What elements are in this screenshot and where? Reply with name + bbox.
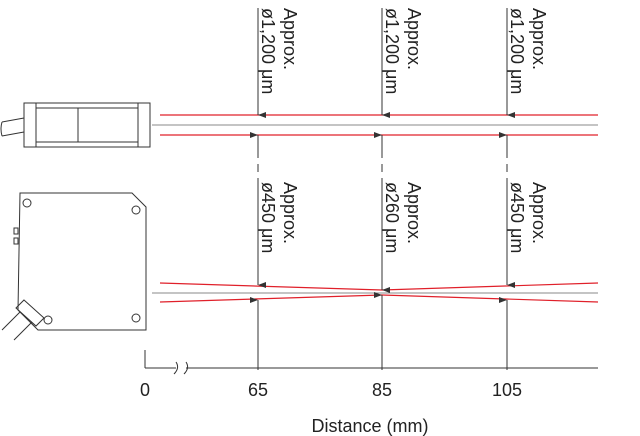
sensor-side-view [0, 102, 151, 148]
beam-top [152, 114, 598, 136]
tick-label: 105 [492, 380, 522, 400]
tick-label: 85 [372, 380, 392, 400]
approx-label: Approx. [404, 8, 424, 70]
diameter-label: ø450 μm [258, 182, 278, 253]
approx-label: Approx. [529, 182, 549, 244]
approx-label: Approx. [280, 182, 300, 244]
axis-title: Distance (mm) [311, 416, 428, 436]
diameter-label: ø1,200 μm [382, 8, 402, 94]
approx-label: Approx. [404, 182, 424, 244]
approx-label: Approx. [280, 8, 300, 70]
tick-label: 0 [140, 380, 150, 400]
approx-label: Approx. [529, 8, 549, 70]
beam-bottom [152, 282, 599, 303]
distance-axis [144, 350, 598, 375]
diameter-label: ø1,200 μm [507, 8, 527, 94]
diameter-label: ø260 μm [382, 182, 402, 253]
diameter-label: ø450 μm [507, 182, 527, 253]
sensor-front-view [1, 192, 147, 341]
tick-label: 65 [248, 380, 268, 400]
diameter-label: ø1,200 μm [258, 8, 278, 94]
